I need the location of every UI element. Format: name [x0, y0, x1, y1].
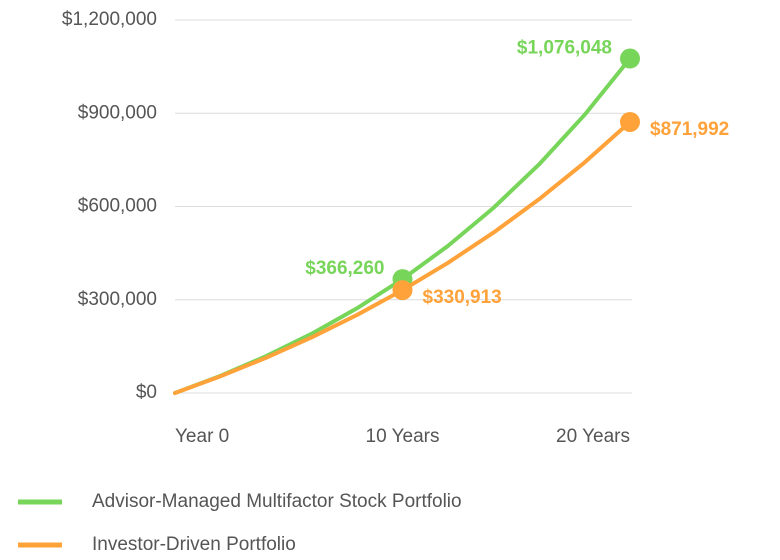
x-tick-label: 10 Years: [366, 426, 440, 447]
x-tick-label: 20 Years: [556, 426, 630, 447]
series-line: [173, 56, 632, 395]
data-label: $330,913: [423, 287, 502, 308]
y-tick-label: $0: [136, 382, 157, 403]
point-marker: [392, 280, 413, 301]
point-marker: [620, 111, 640, 132]
data-label: $366,260: [305, 258, 384, 279]
y-tick-label: $300,000: [78, 289, 157, 310]
x-tick-label: Year 0: [175, 426, 229, 447]
y-tick-label: $600,000: [78, 196, 157, 217]
legend-label: Advisor-Managed Multifactor Stock Portfo…: [92, 491, 462, 512]
series-line: [173, 119, 632, 395]
y-tick-label: $900,000: [78, 102, 157, 123]
data-label: $1,076,048: [517, 38, 612, 59]
point-marker: [620, 48, 640, 69]
y-tick-label: $1,200,000: [62, 9, 157, 30]
data-label: $871,992: [650, 119, 729, 140]
legend-label: Investor-Driven Portfolio: [92, 534, 296, 555]
